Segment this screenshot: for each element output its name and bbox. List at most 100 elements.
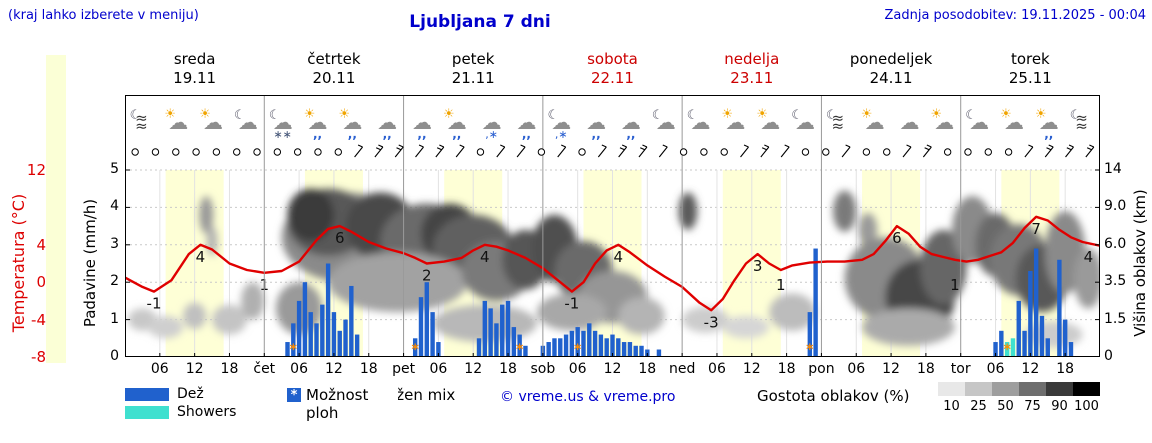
day-abbrev: čet	[253, 361, 276, 377]
svg-text:≈: ≈	[832, 109, 845, 127]
svg-text:☁: ☁	[168, 110, 188, 134]
weather-icon-rain: ☁,,	[586, 110, 606, 141]
wind-calm-icon	[578, 148, 586, 156]
precip-bar	[1033, 248, 1039, 357]
day-abbrev: pet	[392, 361, 416, 377]
legend-showers-swatch	[125, 406, 169, 419]
precip-bars	[285, 248, 1074, 357]
density-segment	[965, 382, 992, 396]
svg-text:☁: ☁	[899, 110, 919, 134]
wind-calm-icon	[293, 148, 302, 156]
precip-bar	[291, 323, 296, 357]
weather-icon-sun-cloud: ☀☁	[930, 107, 954, 134]
precip-bar	[436, 342, 441, 357]
precip-bar	[517, 334, 522, 357]
legend-rain-label: Dež	[177, 386, 204, 402]
wind-barb-icon	[902, 144, 912, 158]
precip-bar	[616, 338, 621, 357]
precip-bar	[418, 297, 424, 357]
cloud-tick: 6.0	[1104, 235, 1127, 252]
density-segment	[992, 382, 1019, 396]
day-abbrev: ned	[668, 361, 696, 377]
density-tick: 25	[970, 399, 987, 414]
day-date: 21.11	[451, 69, 495, 87]
day-abbrev: pon	[808, 361, 835, 377]
density-tick: 90	[1051, 399, 1068, 414]
time-label: 18	[916, 361, 935, 377]
weather-icon-rain: ☁,,	[516, 110, 536, 141]
svg-text:,,: ,,	[452, 127, 461, 141]
precip-bar	[621, 342, 627, 357]
left-accent-strip	[46, 55, 66, 363]
wind-barb-icon	[374, 144, 384, 158]
cloud-tick: 0	[1104, 348, 1113, 364]
weather-icon-cloud-moon: ☾☁	[791, 108, 815, 134]
temperature-value-label: 6	[335, 229, 345, 247]
wind-barb-icon	[1024, 144, 1034, 158]
day-header: ponedeljek 24.11	[821, 50, 960, 88]
temperature-value-label: 2	[422, 267, 432, 285]
wind-barb-icon	[496, 144, 506, 158]
temperature-value-label: 7	[1031, 220, 1041, 238]
precip-bar	[424, 282, 429, 357]
svg-text:☁: ☁	[447, 110, 467, 134]
svg-text:☁: ☁	[412, 110, 432, 134]
weather-icon-wind-night: ☾≈≈	[826, 108, 844, 135]
legend-showers-label: Showers	[177, 404, 237, 420]
svg-text:☁: ☁	[586, 110, 606, 134]
wind-barb-icon	[841, 144, 851, 158]
weather-icon-cloud-moon: ☾☁	[652, 108, 676, 134]
wind-calm-icon	[172, 148, 180, 156]
day-date: 25.11	[1008, 69, 1052, 87]
precip-bar	[296, 300, 302, 357]
svg-text:☁: ☁	[516, 110, 536, 134]
svg-text:☾: ☾	[234, 108, 246, 123]
precip-bar	[999, 330, 1004, 357]
weather-icon-sun-cloud: ☀☁	[861, 107, 885, 134]
day-header: petek 21.11	[404, 50, 543, 88]
precip-bar	[563, 334, 569, 357]
svg-text:☾: ☾	[826, 108, 838, 123]
svg-text:☀: ☀	[1035, 107, 1047, 122]
weather-icon-cloud-moon: ☾☁	[965, 108, 989, 134]
time-label: 12	[882, 361, 900, 377]
legend-chance-star-icon: *	[287, 388, 301, 403]
density-tick: 10	[943, 399, 960, 414]
wind-calm-icon	[476, 148, 485, 156]
wind-calm-icon	[273, 148, 282, 156]
temp-tick: 0	[36, 273, 46, 292]
svg-text:☾: ☾	[269, 108, 281, 123]
wind-calm-icon	[253, 148, 261, 156]
wind-calm-icon	[314, 148, 322, 156]
time-label: 06	[708, 361, 726, 377]
wind-barb-icon	[354, 144, 364, 158]
precip-bar	[633, 345, 638, 357]
temperature-value-label: 6	[892, 229, 902, 247]
wind-calm-icon	[192, 148, 200, 156]
density-tick: 100	[1074, 399, 1099, 414]
time-label: 18	[1056, 361, 1075, 377]
svg-text:☀: ☀	[443, 107, 455, 122]
precip-bar	[1004, 342, 1010, 357]
density-tick: 75	[1024, 399, 1041, 414]
time-label: 18	[499, 361, 517, 377]
precip-bar	[604, 338, 609, 357]
weather-icon-rain: ☁,,	[621, 110, 641, 141]
svg-text:☁: ☁	[1004, 110, 1024, 134]
precip-bar	[325, 263, 331, 357]
temperature-value-label: 4	[196, 248, 206, 266]
precip-tick: 2	[110, 273, 119, 290]
wind-calm-icon	[212, 148, 221, 156]
cloud-tick: 9.0	[1104, 198, 1127, 215]
svg-text:☁: ☁	[656, 110, 676, 134]
precip-bar	[656, 349, 662, 357]
temperature-value-label: -1	[147, 295, 162, 313]
precip-bar	[1016, 300, 1021, 357]
copyright-link[interactable]: © vreme.us & vreme.pro	[500, 389, 676, 405]
wind-barb-icon	[435, 144, 445, 158]
last-updated: Zadnja posodobitev: 19.11.2025 - 00:04	[884, 8, 1146, 23]
svg-text:,,: ,,	[383, 127, 392, 141]
wind-barb-icon	[516, 144, 526, 158]
cloud-tick: 3.5	[1104, 273, 1127, 290]
